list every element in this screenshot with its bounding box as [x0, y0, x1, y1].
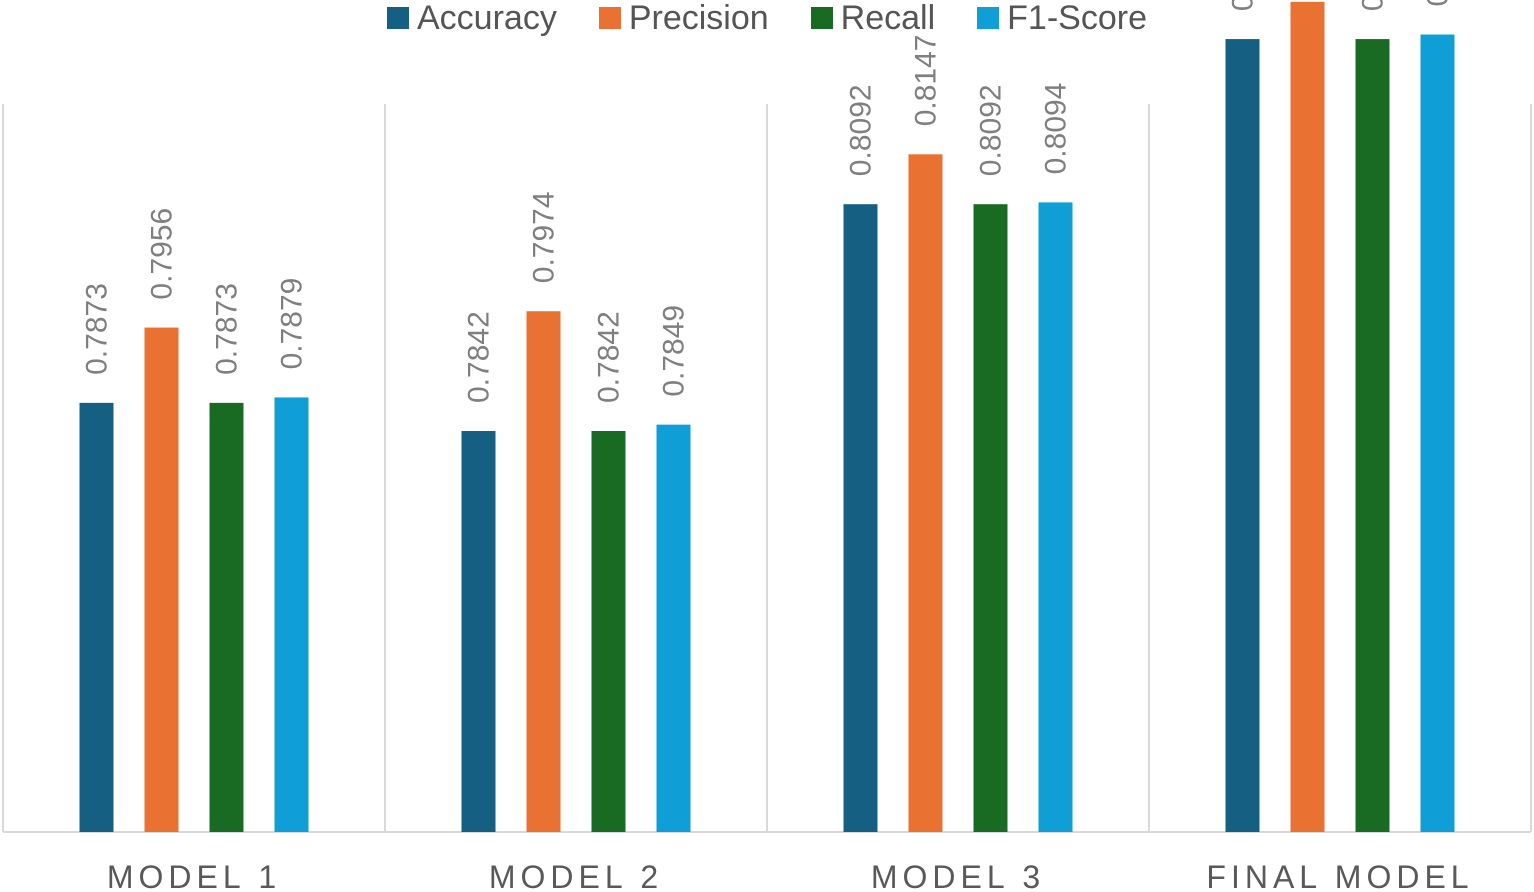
data-label-f1-score-model-2: 0.7849: [658, 305, 691, 397]
legend-label-accuracy: Accuracy: [417, 0, 557, 37]
bar-accuracy-final-model: [1225, 39, 1260, 833]
bar-recall-model-3: [973, 204, 1008, 832]
category-label-model-2: MODEL 2: [489, 859, 663, 892]
bar-precision-final-model: [1290, 1, 1325, 833]
bar-precision-model-2: [526, 311, 561, 832]
data-label-recall-final-model: 0.8274: [1357, 0, 1390, 11]
data-label-f1-score-model-1: 0.7879: [276, 278, 309, 370]
data-label-accuracy-final-model: 0.8274: [1227, 0, 1260, 11]
category-label-model-1: MODEL 1: [107, 859, 281, 892]
bar-accuracy-model-2: [461, 431, 496, 832]
legend-item-recall: Recall: [810, 0, 936, 37]
data-label-precision-model-3: 0.8147: [910, 35, 943, 127]
legend: Accuracy Precision Recall F1-Score: [0, 0, 1534, 36]
data-label-recall-model-1: 0.7873: [211, 283, 244, 375]
bar-recall-model-2: [591, 431, 626, 832]
data-label-f1-score-final-model: 0.8279: [1422, 0, 1455, 7]
legend-label-f1-score: F1-Score: [1007, 0, 1147, 37]
bar-recall-final-model: [1355, 39, 1390, 833]
data-label-recall-model-3: 0.8092: [975, 84, 1008, 176]
data-label-accuracy-model-2: 0.7842: [463, 311, 496, 403]
data-label-f1-score-model-3: 0.8094: [1040, 83, 1073, 175]
bar-f1-score-model-2: [656, 424, 691, 832]
bar-f1-score-model-3: [1038, 202, 1073, 833]
bar-f1-score-model-1: [274, 397, 309, 832]
bar-f1-score-final-model: [1420, 34, 1455, 833]
legend-item-accuracy: Accuracy: [387, 1, 557, 35]
data-label-accuracy-model-1: 0.7873: [81, 283, 114, 375]
category-label-final-model: FINAL MODEL: [1206, 859, 1473, 892]
legend-swatch-recall: [810, 7, 833, 29]
legend-swatch-accuracy: [387, 7, 409, 29]
data-label-precision-model-2: 0.7974: [528, 191, 561, 283]
legend-item-precision: Precision: [598, 0, 769, 37]
legend-swatch-f1-score: [977, 7, 1000, 29]
legend-item-f1-score: F1-Score: [977, 1, 1147, 35]
data-label-accuracy-model-3: 0.8092: [845, 84, 878, 176]
data-label-precision-model-1: 0.7956: [146, 208, 179, 300]
legend-label-precision: Precision: [628, 0, 769, 37]
legend-label-recall: Recall: [840, 0, 936, 37]
bar-accuracy-model-3: [843, 204, 878, 832]
bar-precision-model-1: [144, 327, 179, 832]
category-label-model-3: MODEL 3: [871, 859, 1045, 892]
bar-recall-model-1: [209, 402, 244, 832]
legend-swatch-precision: [598, 7, 621, 29]
data-label-recall-model-2: 0.7842: [593, 311, 626, 403]
bar-precision-model-3: [908, 154, 943, 832]
bar-accuracy-model-1: [79, 402, 114, 832]
